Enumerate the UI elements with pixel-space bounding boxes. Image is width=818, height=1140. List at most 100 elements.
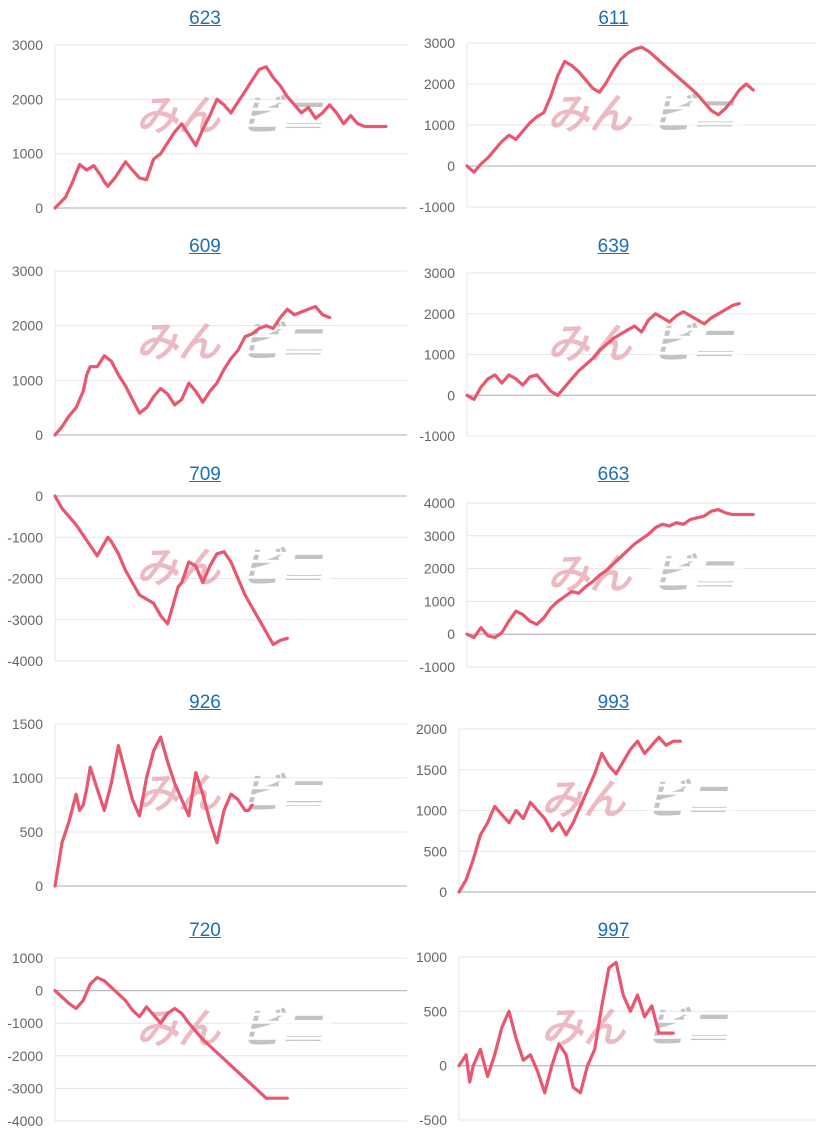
watermark-stripe	[239, 1028, 332, 1032]
series-line	[53, 304, 332, 437]
series-line	[457, 960, 675, 1095]
y-tick-label: 2000	[12, 318, 43, 334]
chart-title-link[interactable]: 623	[189, 8, 221, 29]
chart-title-link[interactable]: 611	[598, 8, 629, 29]
watermark-stripe	[651, 122, 744, 126]
watermark-logo: みん ビニ	[547, 550, 744, 597]
chart-plot: -4000 -3000 -2000 -1000 0 1000 みん ビニ	[7, 950, 407, 1129]
watermark-stripe	[239, 575, 332, 579]
watermark-stripe	[645, 1035, 738, 1039]
y-tick-label: 0	[447, 387, 455, 403]
chart-title-link[interactable]: 720	[189, 920, 221, 941]
y-tick-label: 2000	[12, 91, 43, 107]
watermark-stripe	[651, 106, 744, 110]
y-tick-label: 1000	[416, 949, 447, 965]
series-line	[465, 45, 755, 174]
y-tick-label: -4000	[7, 1113, 43, 1129]
series-line	[457, 735, 682, 894]
y-tick-label: 3000	[424, 265, 455, 281]
watermark-stripe	[239, 99, 332, 103]
y-tick-label: 1000	[424, 347, 455, 363]
y-tick-label: 0	[439, 884, 447, 900]
y-tick-label: 2000	[424, 306, 455, 322]
chart-title-link[interactable]: 997	[597, 920, 630, 941]
chart-title-link[interactable]: 926	[189, 692, 221, 713]
y-tick-label: 2000	[424, 76, 455, 92]
watermark-stripe	[651, 327, 744, 331]
series-line	[53, 65, 388, 210]
y-tick-label: 3000	[12, 263, 43, 279]
watermark-stripe	[651, 566, 744, 570]
series-line	[53, 735, 254, 888]
watermark-left: みん	[547, 90, 633, 137]
chart-title-link[interactable]: 639	[597, 236, 630, 257]
y-tick-label: 500	[424, 843, 448, 859]
chart-title-link[interactable]: 663	[597, 464, 630, 485]
watermark-stripe	[239, 802, 332, 806]
y-tick-label: 1500	[416, 762, 447, 778]
y-tick-label: 1000	[12, 950, 43, 966]
series-line	[465, 301, 741, 401]
chart-plot: -1000 0 1000 2000 3000 4000 みん ビニ	[419, 495, 816, 675]
watermark-stripe	[239, 778, 332, 782]
y-tick-label: 0	[447, 158, 455, 174]
y-tick-label: -1000	[419, 199, 455, 215]
chart-plot: -500 0 500 1000 みん ビニ	[416, 949, 816, 1128]
y-tick-label: 0	[439, 1058, 447, 1074]
chart-plot: -4000 -3000 -2000 -1000 0 みん ビニ	[7, 488, 407, 669]
watermark-left: みん	[541, 1004, 627, 1051]
chart-title-link[interactable]: 609	[189, 236, 221, 257]
watermark-stripe	[645, 807, 738, 811]
watermark-logo: みん ビニ	[547, 320, 744, 367]
watermark-right: ビニ	[240, 770, 324, 817]
watermark-right: ビニ	[240, 92, 324, 139]
watermark-stripe	[239, 342, 332, 346]
chart-panel: -1000 0 1000 2000 3000 みん ビニ 639	[409, 228, 818, 456]
y-tick-label: 500	[20, 824, 44, 840]
watermark-stripe	[239, 567, 332, 571]
series-line	[53, 494, 289, 647]
watermark-stripe	[651, 574, 744, 578]
y-tick-label: 1500	[12, 716, 43, 732]
y-tick-label: 0	[35, 878, 43, 894]
chart-title-link[interactable]: 993	[597, 692, 630, 713]
y-tick-label: -1000	[419, 659, 455, 675]
watermark-stripe	[239, 107, 332, 111]
watermark-logo: みん ビニ	[136, 770, 332, 817]
y-tick-label: 0	[35, 200, 43, 216]
watermark-right: ビニ	[651, 90, 735, 137]
watermark-right: ビニ	[651, 320, 735, 367]
y-tick-label: -1000	[7, 1015, 43, 1031]
watermark-stripe	[239, 326, 332, 330]
watermark-stripe	[239, 350, 332, 354]
watermark-stripe	[645, 1011, 738, 1015]
chart-plot: 0 1000 2000 3000 みん ビニ	[12, 37, 407, 216]
watermark-stripe	[239, 551, 332, 555]
watermark-stripe	[651, 335, 744, 339]
chart-title-link[interactable]: 709	[189, 464, 221, 485]
chart-panel: 0 500 1000 1500 2000 みん ビニ 993	[409, 684, 818, 912]
watermark-stripe	[645, 783, 738, 787]
y-tick-label: -1000	[419, 428, 455, 444]
y-tick-label: 1000	[12, 770, 43, 786]
y-tick-label: -2000	[7, 1048, 43, 1064]
chart-plot: 0 500 1000 1500 みん ビニ	[12, 716, 407, 894]
chart-panel: 0 1000 2000 3000 みん ビニ 623	[0, 0, 410, 228]
chart-panel: -500 0 500 1000 みん ビニ 997	[409, 912, 818, 1140]
chart-plot: 0 500 1000 1500 2000 みん ビニ	[416, 721, 816, 900]
watermark-stripe	[239, 1036, 332, 1040]
watermark-logo: みん ビニ	[136, 544, 332, 591]
y-tick-label: 3000	[12, 37, 43, 53]
watermark-logo: みん ビニ	[541, 1004, 738, 1051]
watermark-logo: みん ビニ	[136, 318, 332, 365]
y-tick-label: 0	[35, 488, 43, 504]
y-tick-label: 1000	[12, 146, 43, 162]
watermark-right: ビニ	[240, 544, 324, 591]
y-tick-label: 500	[424, 1003, 448, 1019]
y-tick-label: 1000	[424, 593, 455, 609]
chart-plot: -1000 0 1000 2000 3000 みん ビニ	[419, 265, 816, 444]
y-tick-label: 3000	[424, 35, 455, 51]
y-tick-label: 2000	[424, 561, 455, 577]
y-tick-label: 1000	[416, 803, 447, 819]
watermark-stripe	[651, 98, 744, 102]
